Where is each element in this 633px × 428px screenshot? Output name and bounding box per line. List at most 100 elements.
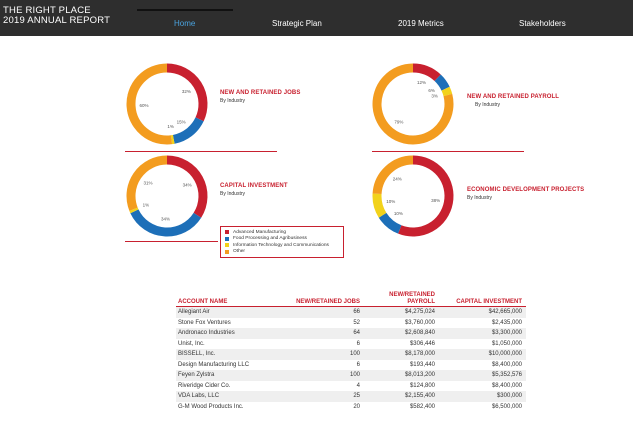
- capital-cell: $10,000,000: [439, 349, 526, 360]
- capital-cell: $3,300,000: [439, 328, 526, 339]
- table-row: Feyen Zylstra 100 $8,013,200 $5,352,576: [176, 370, 526, 381]
- table-row: Andronaco Industries 64 $2,608,840 $3,300,0…: [176, 328, 526, 339]
- jobs-cell: 20: [353, 403, 360, 410]
- jobs-cell: 6: [356, 361, 360, 368]
- payroll-cell: $8,013,200: [364, 370, 439, 381]
- donut-chart-capital: 34% 34% 1% 31%: [126, 155, 208, 237]
- donut-label-projects-1: 10%: [394, 211, 403, 216]
- table-row: VDA Labs, LLC 25 $2,155,400 $300,000: [176, 391, 526, 402]
- legend-label: Other: [233, 249, 245, 255]
- donut-label-payroll-0: 12%: [417, 80, 426, 85]
- payroll-cell: $193,440: [409, 361, 435, 368]
- brand-subtitle: 2019 ANNUAL REPORT: [3, 15, 111, 26]
- donut-slice-jobs-3: [126, 63, 173, 145]
- legend-item: Food Processing and Agribusiness: [225, 236, 339, 243]
- legend-swatch-advanced-manufacturing: [225, 230, 229, 235]
- account-name-cell: Andronaco Industries: [176, 328, 281, 339]
- chart-subtitle-capital: By Industry: [220, 191, 246, 197]
- legend-item: Advanced Manufacturing: [225, 229, 339, 236]
- site-brand[interactable]: THE RIGHT PLACE 2019 ANNUAL REPORT: [3, 6, 110, 26]
- jobs-cell: 6: [356, 340, 360, 347]
- donut-chart-jobs: 32% 15%1% 60%: [126, 63, 208, 145]
- nav-2019-metrics[interactable]: 2019 Metrics: [398, 19, 444, 28]
- payroll-cell: $3,760,000: [404, 319, 435, 326]
- chart-title-payroll: NEW AND RETAINED PAYROLL: [467, 94, 560, 100]
- donut-label-capital-2: 1%: [143, 203, 150, 208]
- account-name-cell: Design Manufacturing LLC: [178, 361, 250, 368]
- table-row: Riveridge Cider Co. 4 $124,800 $8,400,000: [176, 381, 526, 392]
- account-name-cell: Feyen Zylstra: [176, 370, 281, 381]
- account-name-cell: VDA Labs, LLC: [176, 391, 281, 402]
- nav-home[interactable]: Home: [174, 19, 196, 28]
- donut-slice-jobs-1: [172, 117, 204, 144]
- capital-cell: $1,050,000: [491, 340, 522, 347]
- account-name-cell: BISSELL, Inc.: [176, 349, 281, 360]
- donut-label-projects-2: 10%: [386, 199, 395, 204]
- table-row: Unist, Inc. 6 $306,446 $1,050,000: [176, 339, 526, 350]
- table-row: BISSELL, Inc. 100 $8,178,000 $10,000,000: [176, 349, 526, 360]
- capital-cell: $5,352,576: [439, 370, 526, 381]
- column-header-payroll: NEW/RETAINED PAYROLL: [364, 288, 439, 307]
- donut-chart-projects: 38% 10% 10% 24%: [372, 155, 454, 237]
- chart-subtitle-payroll: By Industry: [475, 102, 501, 108]
- nav-indicator-bar: [137, 9, 233, 11]
- donut-label-capital-1: 34%: [161, 216, 170, 221]
- jobs-cell: 100: [281, 349, 364, 360]
- donut-slice-projects-3: [372, 155, 414, 195]
- legend-label: Advanced Manufacturing: [233, 229, 287, 235]
- donut-label-jobs-3: 60%: [140, 103, 149, 108]
- capital-cell: $300,000: [439, 391, 526, 402]
- jobs-cell: 64: [281, 328, 364, 339]
- top-navigation-bar: THE RIGHT PLACE 2019 ANNUAL REPORT Home …: [0, 0, 633, 36]
- donut-slice-projects-1: [378, 212, 402, 234]
- donut-label-jobs-0: 32%: [182, 89, 191, 94]
- payroll-cell: $306,446: [409, 340, 435, 347]
- jobs-cell: 100: [281, 370, 364, 381]
- donut-label-capital-3: 31%: [143, 181, 152, 186]
- payroll-cell: $4,275,024: [364, 306, 439, 318]
- table-header-row: ACCOUNT NAME NEW/RETAINED JOBS NEW/RETAI…: [176, 288, 526, 307]
- column-header-jobs: NEW/RETAINED JOBS: [281, 288, 364, 307]
- account-name-cell: Stone Fox Ventures: [178, 319, 231, 326]
- donut-label-projects-3: 24%: [393, 177, 402, 182]
- donut-slice-capital-3: [126, 155, 168, 211]
- capital-cell: $2,435,000: [491, 319, 522, 326]
- donut-label-capital-0: 34%: [183, 182, 192, 187]
- jobs-cell: 25: [281, 391, 364, 402]
- donut-slice-payroll-0: [412, 63, 441, 82]
- chart-title-capital: CAPITAL INVESTMENT: [220, 183, 288, 189]
- donut-slice-payroll-3: [372, 63, 454, 145]
- donut-slice-jobs-0: [166, 63, 208, 122]
- nav-strategic-plan[interactable]: Strategic Plan: [272, 19, 322, 28]
- payroll-cell: $2,155,400: [364, 391, 439, 402]
- legend-item: Other: [225, 249, 339, 256]
- column-header-capital: CAPITAL INVESTMENT: [439, 288, 526, 307]
- donut-slice-capital-0: [166, 155, 208, 218]
- chart-subtitle-projects: By Industry: [467, 195, 493, 201]
- donut-chart-payroll: 12%6%3% 79%: [372, 63, 454, 145]
- brand-title: THE RIGHT PLACE: [3, 5, 91, 16]
- chart-subtitle-jobs: By Industry: [220, 98, 246, 104]
- payroll-cell: $2,608,840: [364, 328, 439, 339]
- capital-cell: $42,665,000: [439, 306, 526, 318]
- donut-label-jobs-2: 1%: [167, 124, 174, 129]
- nav-stakeholders[interactable]: Stakeholders: [519, 19, 566, 28]
- account-name-cell: Unist, Inc.: [178, 340, 205, 347]
- payroll-cell: $124,800: [409, 382, 435, 389]
- capital-cell: $8,400,000: [491, 382, 522, 389]
- legend-item: Information Technology and Communication…: [225, 242, 339, 249]
- accounts-table: ACCOUNT NAME NEW/RETAINED JOBS NEW/RETAI…: [176, 288, 526, 412]
- table-row: G-M Wood Products Inc. 20 $582,400 $6,500,0…: [176, 402, 526, 413]
- jobs-cell: 66: [281, 306, 364, 318]
- donut-label-payroll-3: 79%: [394, 120, 403, 125]
- legend-swatch-food-processing: [225, 236, 229, 241]
- legend-swatch-information-technology: [225, 243, 229, 248]
- divider-capital: [125, 241, 218, 242]
- donut-label-projects-0: 38%: [431, 198, 440, 203]
- legend-swatch-other: [225, 249, 229, 254]
- account-name-cell: Riveridge Cider Co.: [178, 382, 231, 389]
- donut-slice-capital-1: [130, 209, 202, 237]
- chart-title-jobs: NEW AND RETAINED JOBS: [220, 90, 301, 96]
- divider-jobs: [125, 151, 277, 152]
- payroll-cell: $582,400: [409, 403, 435, 410]
